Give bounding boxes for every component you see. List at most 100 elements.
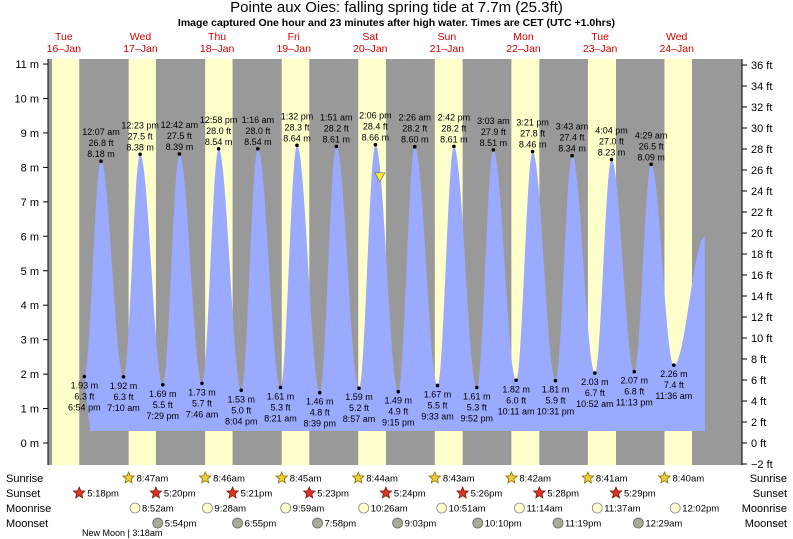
right-tick-label: 6 ft (751, 375, 766, 387)
low-tide-point (632, 369, 637, 374)
date-label: 24–Jan (659, 43, 694, 55)
high-tide-time: 2:42 pm (438, 112, 471, 122)
high-tide-point (138, 152, 142, 157)
daylight-band (52, 59, 80, 465)
low-tide-m: 1.81 m (542, 385, 570, 395)
low-tide-time: 6:54 pm (68, 403, 101, 413)
sunrise-time: 8:43am (443, 474, 475, 485)
moonset-icon (632, 517, 644, 529)
high-tide-time: 1:51 am (320, 112, 353, 122)
low-tide-point (121, 375, 126, 379)
high-tide-m: 8.64 m (283, 133, 311, 143)
low-tide-ft: 7.4 ft (664, 380, 685, 390)
moonrise-icon (129, 502, 141, 514)
sunrise-icon (657, 470, 672, 484)
chart-title: Pointe aux Oies: falling spring tide at … (230, 0, 563, 16)
row-label-left: Sunrise (6, 473, 43, 485)
sunrise-icon (351, 470, 366, 484)
high-tide-point (373, 142, 378, 147)
sunrise-time: 8:44am (366, 474, 398, 485)
high-tide-ft: 27.4 ft (560, 133, 586, 143)
low-tide-time: 9:52 pm (461, 414, 494, 424)
moonrise-icon (669, 502, 681, 514)
right-tick-label: 8 ft (751, 354, 766, 366)
sunset-icon (149, 485, 163, 499)
high-tide-point (452, 144, 456, 149)
low-tide-time: 9:15 pm (382, 418, 415, 428)
right-tick-label: 26 ft (751, 165, 772, 177)
moonset-icon (472, 517, 484, 529)
sunrise-icon (504, 470, 519, 484)
high-tide-point (412, 144, 417, 149)
date-label: 22–Jan (506, 43, 541, 55)
moonset-icon (152, 517, 164, 529)
sunset-icon (225, 485, 240, 499)
day-of-week-label: Thu (208, 31, 226, 43)
high-tide-point (334, 144, 339, 149)
right-tick-label: 12 ft (751, 312, 772, 324)
low-tide-m: 1.92 m (110, 381, 138, 391)
day-of-week-label: Sun (438, 31, 457, 43)
low-tide-point (317, 390, 322, 395)
high-tide-point (99, 159, 103, 163)
moonrise-time: 10:26am (371, 504, 408, 515)
low-tide-time: 11:13 pm (616, 398, 653, 408)
current-level-triangle (374, 172, 386, 183)
moonset-icon (232, 517, 243, 529)
low-tide-m: 1.82 m (502, 384, 530, 394)
low-tide-m: 1.59 m (345, 392, 373, 402)
high-tide-time: 12:58 pm (200, 115, 238, 125)
low-tide-m: 1.53 m (227, 394, 255, 404)
sunset-time: 5:20pm (164, 489, 196, 500)
low-tide-m: 1.49 m (384, 396, 412, 406)
moonrise-icon (436, 502, 448, 514)
right-tick-label: 32 ft (751, 102, 772, 114)
high-tide-point (295, 143, 299, 148)
right-tick-label: 22 ft (751, 207, 772, 219)
low-tide-point (396, 389, 401, 394)
high-tide-point (216, 146, 221, 151)
low-tide-ft: 5.3 ft (270, 403, 291, 413)
sunset-icon (302, 485, 317, 499)
low-tide-m: 2.07 m (621, 376, 649, 386)
right-tick-label: 2 ft (751, 417, 766, 429)
high-tide-time: 12:07 am (82, 127, 120, 137)
low-tide-ft: 6.3 ft (74, 392, 95, 402)
moonset-time: 10:10pm (485, 519, 522, 530)
sunset-icon (72, 485, 86, 499)
moonrise-time: 8:52am (142, 504, 174, 515)
high-tide-m: 8.23 m (598, 147, 626, 157)
high-tide-time: 12:42 am (161, 120, 199, 130)
left-tick-label: 8 m (21, 162, 39, 174)
high-tide-point (491, 148, 496, 152)
low-tide-m: 1.61 m (267, 392, 295, 402)
low-tide-point (593, 371, 597, 375)
date-label: 21–Jan (430, 43, 465, 55)
date-label: 16–Jan (47, 43, 82, 55)
moonrise-time: 10:51am (449, 504, 486, 515)
day-of-week-label: Tue (591, 31, 609, 43)
sunrise-time: 8:42am (519, 474, 551, 485)
low-tide-m: 1.93 m (71, 381, 99, 391)
left-tick-label: 2 m (21, 369, 39, 381)
date-label: 23–Jan (583, 43, 618, 55)
row-label-left: Moonrise (6, 503, 51, 515)
low-tide-time: 8:04 pm (225, 416, 258, 426)
sunset-icon (455, 485, 470, 499)
high-tide-time: 12:23 pm (121, 120, 159, 130)
low-tide-time: 11:36 am (655, 391, 692, 401)
right-tick-label: 24 ft (751, 186, 772, 198)
sunrise-icon (274, 470, 289, 484)
row-label-right: Moonrise (742, 503, 787, 515)
sunset-time: 5:23pm (317, 489, 349, 500)
moonrise-time: 9:28am (214, 504, 246, 515)
low-tide-ft: 5.5 ft (427, 400, 448, 410)
moonset-time: 7:58pm (325, 519, 357, 530)
low-tide-ft: 6.8 ft (624, 387, 645, 397)
current-level-marker (374, 172, 386, 183)
left-tick-label: 10 m (15, 94, 39, 106)
right-tick-label: 18 ft (751, 249, 772, 261)
sunset-time: 5:18pm (87, 489, 119, 500)
right-tick-label: 36 ft (751, 60, 772, 72)
